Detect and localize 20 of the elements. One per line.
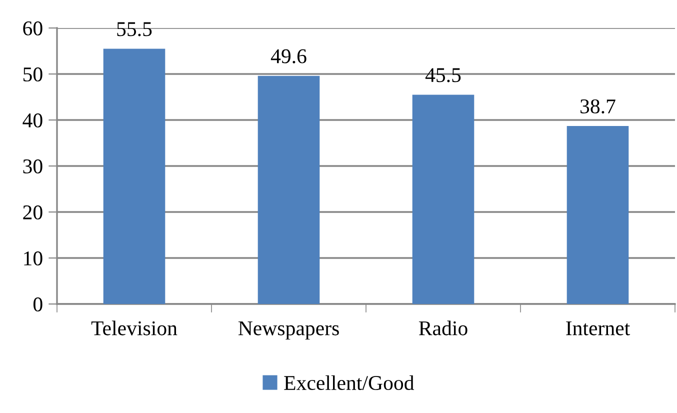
bar xyxy=(258,76,320,304)
y-tick-label: 60 xyxy=(23,21,42,36)
data-label: 45.5 xyxy=(425,68,461,82)
y-tick-label: 0 xyxy=(33,297,42,312)
bar xyxy=(566,126,629,304)
x-tick-label: Television xyxy=(91,320,178,336)
x-tick-label: Internet xyxy=(566,321,630,336)
x-tick-label: Radio xyxy=(418,320,468,336)
data-label: 38.7 xyxy=(580,99,616,114)
y-tick-label: 30 xyxy=(23,159,42,174)
bar xyxy=(412,94,474,304)
data-label: 55.5 xyxy=(117,22,152,36)
y-tick-label: 40 xyxy=(22,113,42,128)
legend-label: Excellent/Good xyxy=(284,375,414,390)
y-tick-label: 20 xyxy=(23,205,42,220)
bar xyxy=(103,48,166,304)
y-tick-label: 10 xyxy=(24,251,42,266)
data-label: 49.6 xyxy=(270,49,306,64)
x-tick-label: Newspapers xyxy=(238,321,339,340)
y-tick-label: 50 xyxy=(23,67,42,82)
